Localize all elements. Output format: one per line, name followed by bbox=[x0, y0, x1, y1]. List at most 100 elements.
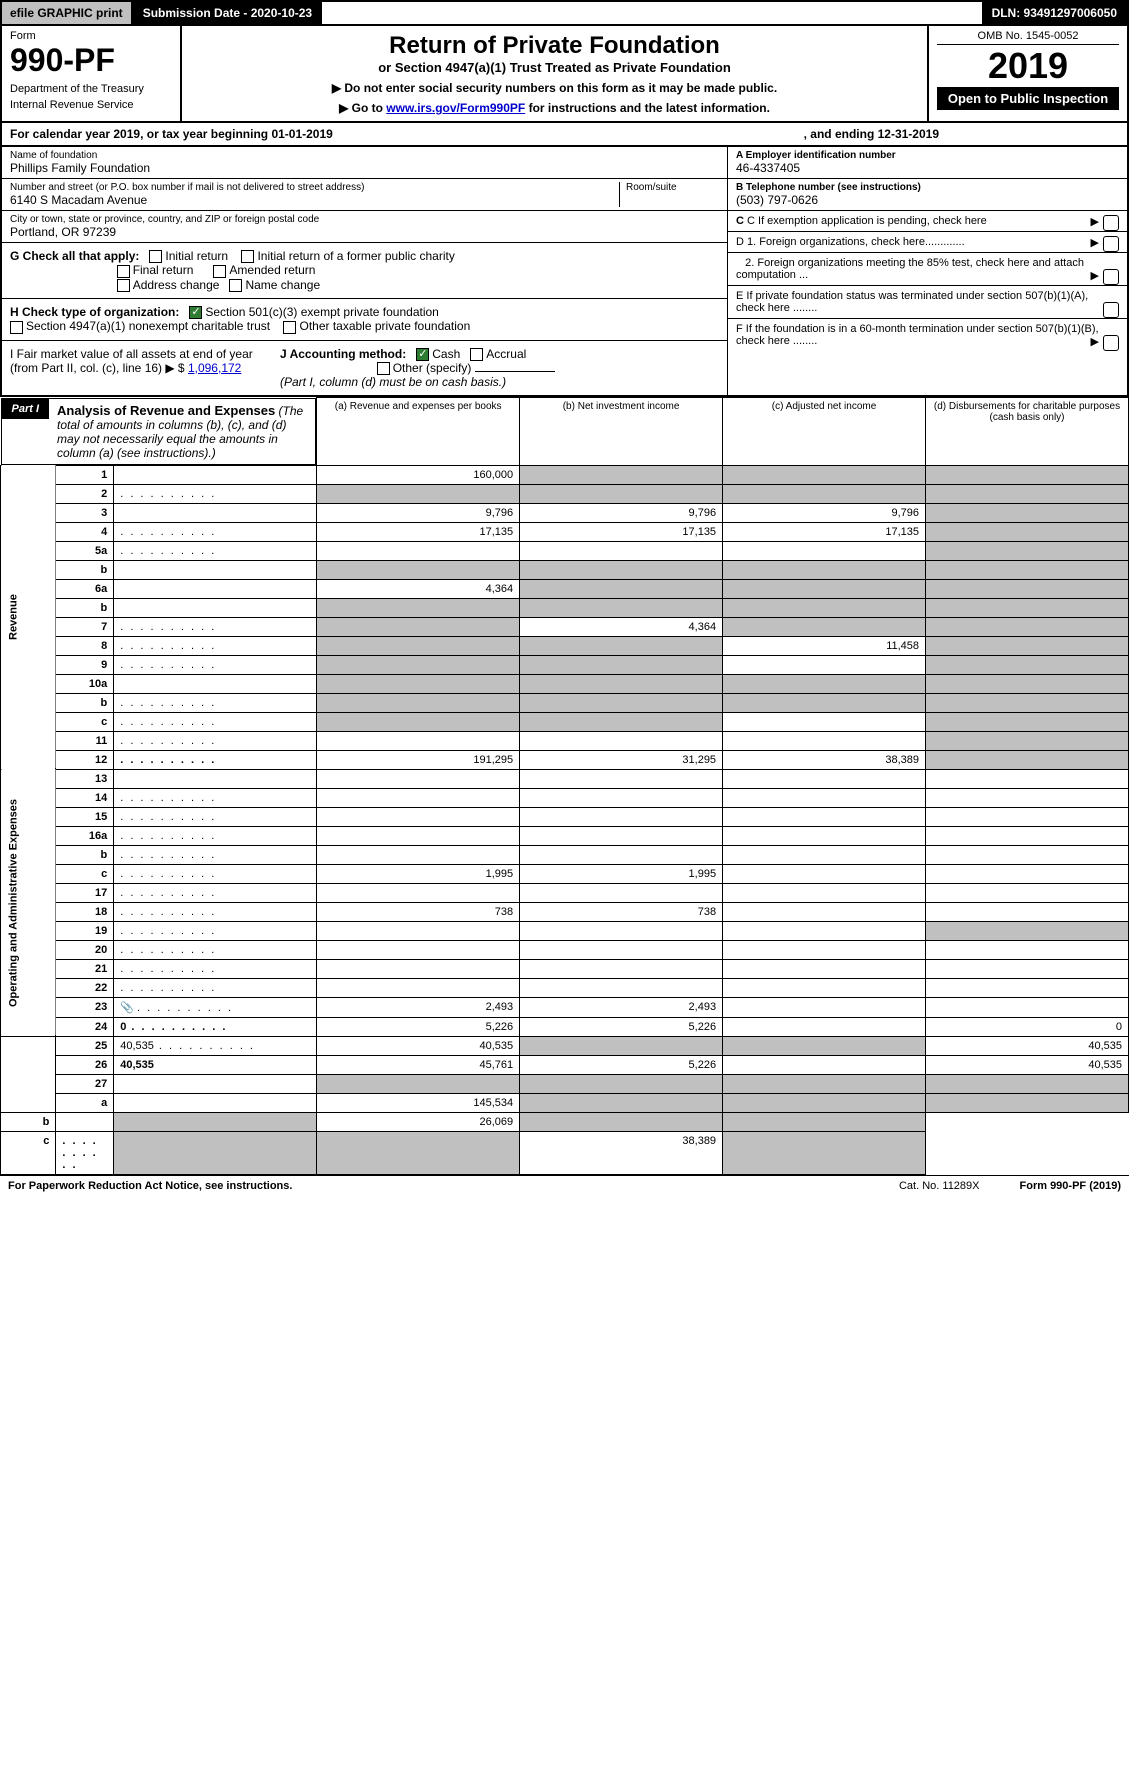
cell-a bbox=[317, 978, 520, 997]
expenses-vlabel: Operating and Administrative Expenses bbox=[1, 769, 56, 1036]
cb-c[interactable] bbox=[1103, 215, 1119, 231]
table-row: 2640,53545,7615,22640,535 bbox=[1, 1055, 1129, 1074]
pra-notice: For Paperwork Reduction Act Notice, see … bbox=[8, 1180, 292, 1192]
row-desc bbox=[114, 750, 317, 769]
foundation-name: Phillips Family Foundation bbox=[10, 161, 719, 175]
cell-a bbox=[114, 1112, 317, 1131]
fmv-value[interactable]: 1,096,172 bbox=[188, 361, 241, 375]
cb-initial[interactable] bbox=[149, 250, 162, 263]
print-label[interactable]: efile GRAPHIC print bbox=[2, 2, 133, 24]
cell-d: 40,535 bbox=[926, 1055, 1129, 1074]
cell-b bbox=[520, 598, 723, 617]
table-row: 6a4,364 bbox=[1, 579, 1129, 598]
cell-b bbox=[520, 883, 723, 902]
table-row: 2540,53540,53540,535 bbox=[1, 1036, 1129, 1055]
cb-other-tax[interactable] bbox=[283, 321, 296, 334]
cell-a bbox=[317, 940, 520, 959]
form-number: 990-PF bbox=[10, 42, 172, 79]
cell-c bbox=[723, 465, 926, 484]
form-header: Form 990-PF Department of the Treasury I… bbox=[0, 26, 1129, 123]
cell-a bbox=[317, 484, 520, 503]
col-a-header: (a) Revenue and expenses per books bbox=[317, 398, 520, 466]
cell-a bbox=[317, 541, 520, 560]
cb-other-method[interactable] bbox=[377, 362, 390, 375]
cell-c bbox=[723, 883, 926, 902]
cell-b bbox=[520, 560, 723, 579]
cb-e[interactable] bbox=[1103, 302, 1119, 318]
cell-d bbox=[926, 693, 1129, 712]
item-c: C C If exemption application is pending,… bbox=[728, 211, 1127, 232]
row-desc bbox=[114, 826, 317, 845]
cb-cash[interactable] bbox=[416, 348, 429, 361]
form-footer: Form 990-PF (2019) bbox=[1020, 1180, 1122, 1192]
cb-501c3[interactable] bbox=[189, 306, 202, 319]
cell-b bbox=[520, 788, 723, 807]
cb-f[interactable] bbox=[1103, 335, 1119, 351]
cb-name-change[interactable] bbox=[229, 279, 242, 292]
row-desc bbox=[114, 484, 317, 503]
cb-4947[interactable] bbox=[10, 321, 23, 334]
cell-a bbox=[317, 655, 520, 674]
cell-a: 40,535 bbox=[317, 1036, 520, 1055]
cell-c bbox=[723, 997, 926, 1017]
row-desc bbox=[114, 503, 317, 522]
cell-d bbox=[926, 921, 1129, 940]
row-desc bbox=[114, 864, 317, 883]
cell-c bbox=[723, 731, 926, 750]
row-desc: 40,535 bbox=[114, 1055, 317, 1074]
cell-b bbox=[520, 978, 723, 997]
row-desc bbox=[114, 883, 317, 902]
goto-note: ▶ Go to www.irs.gov/Form990PF for instru… bbox=[188, 101, 921, 115]
cell-d bbox=[926, 712, 1129, 731]
table-row: 11 bbox=[1, 731, 1129, 750]
cell-c bbox=[723, 769, 926, 788]
omb-number: OMB No. 1545-0052 bbox=[937, 30, 1119, 45]
addr-label: Number and street (or P.O. box number if… bbox=[10, 182, 619, 193]
item-d2: 2. Foreign organizations meeting the 85%… bbox=[728, 253, 1127, 286]
cash-basis-note: (Part I, column (d) must be on cash basi… bbox=[280, 375, 506, 389]
table-row: 2 bbox=[1, 484, 1129, 503]
cell-d bbox=[723, 1131, 926, 1174]
cell-b bbox=[520, 845, 723, 864]
row-desc bbox=[114, 541, 317, 560]
row-num: a bbox=[56, 1093, 114, 1112]
cell-c: 17,135 bbox=[723, 522, 926, 541]
item-e: E If private foundation status was termi… bbox=[728, 286, 1127, 319]
table-row: 417,13517,13517,135 bbox=[1, 522, 1129, 541]
row-desc bbox=[114, 712, 317, 731]
cell-c bbox=[723, 959, 926, 978]
row-desc bbox=[114, 693, 317, 712]
cb-d1[interactable] bbox=[1103, 236, 1119, 252]
col-d-header: (d) Disbursements for charitable purpose… bbox=[926, 398, 1129, 466]
row-num: 14 bbox=[56, 788, 114, 807]
table-row: 5a bbox=[1, 541, 1129, 560]
cb-addr-change[interactable] bbox=[117, 279, 130, 292]
cell-b: 4,364 bbox=[520, 617, 723, 636]
cb-initial-former[interactable] bbox=[241, 250, 254, 263]
irs-link[interactable]: www.irs.gov/Form990PF bbox=[386, 101, 525, 115]
cell-d bbox=[926, 541, 1129, 560]
cell-d bbox=[926, 1093, 1129, 1112]
cb-final[interactable] bbox=[117, 265, 130, 278]
cell-c bbox=[723, 788, 926, 807]
row-desc bbox=[114, 1074, 317, 1093]
cell-d bbox=[926, 997, 1129, 1017]
row-desc bbox=[114, 1093, 317, 1112]
cell-a: 17,135 bbox=[317, 522, 520, 541]
cb-amended[interactable] bbox=[213, 265, 226, 278]
cb-d2[interactable] bbox=[1103, 269, 1119, 285]
cell-d bbox=[926, 674, 1129, 693]
row-desc: 📎 bbox=[114, 997, 317, 1017]
row-num: 6a bbox=[56, 579, 114, 598]
form-subtitle: or Section 4947(a)(1) Trust Treated as P… bbox=[188, 60, 921, 75]
cb-accrual[interactable] bbox=[470, 348, 483, 361]
cell-c bbox=[723, 940, 926, 959]
cell-c bbox=[723, 617, 926, 636]
table-row: b bbox=[1, 693, 1129, 712]
cell-d bbox=[926, 617, 1129, 636]
cell-c bbox=[723, 560, 926, 579]
row-num: 15 bbox=[56, 807, 114, 826]
cell-c bbox=[723, 712, 926, 731]
row-desc bbox=[114, 465, 317, 484]
cell-c: 9,796 bbox=[723, 503, 926, 522]
